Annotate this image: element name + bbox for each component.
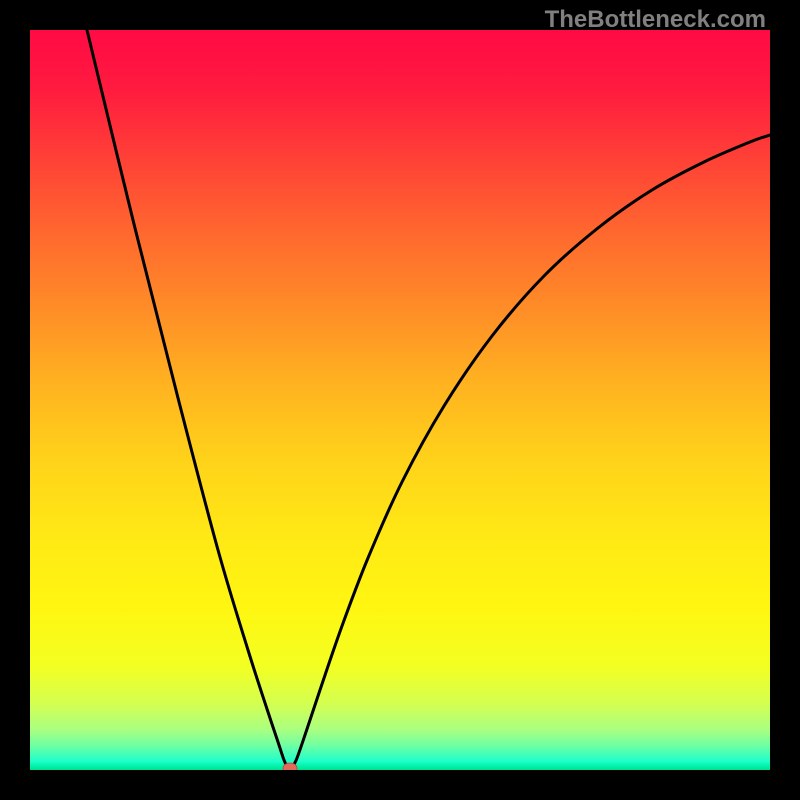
bottleneck-curve bbox=[87, 30, 770, 770]
optimum-marker bbox=[283, 763, 297, 770]
curve-layer bbox=[30, 30, 770, 770]
plot-area bbox=[30, 30, 770, 770]
